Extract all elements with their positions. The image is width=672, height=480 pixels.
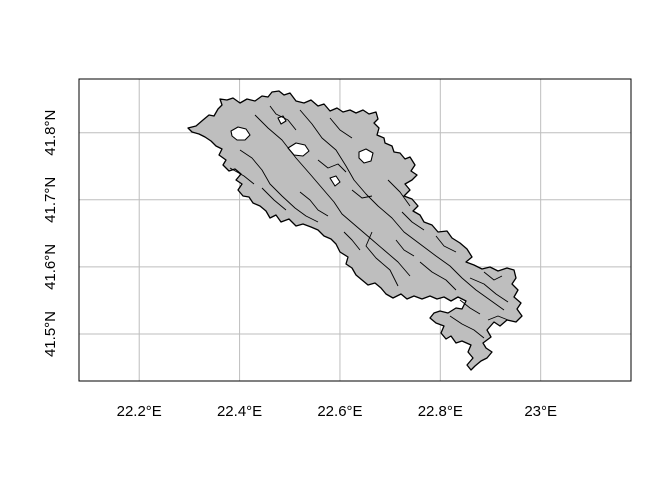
x-tick-label: 22.6°E [317,403,362,420]
lake [230,126,251,141]
x-tick-label: 23°E [524,403,557,420]
y-tick-label: 41.6°N [42,244,59,290]
map-frame [78,78,632,382]
y-tick-label: 41.8°N [42,110,59,156]
x-tick-label: 22.8°E [418,403,463,420]
y-tick-label: 41.5°N [42,311,59,357]
inner-boundary [229,109,509,339]
x-tick-label: 22.4°E [217,403,262,420]
y-axis: 41.5°N 41.6°N 41.7°N 41.8°N [42,110,59,357]
lake [329,175,341,187]
lake [358,148,374,164]
inner-boundary [269,105,509,321]
y-tick-label: 41.7°N [42,177,59,223]
region-outline [187,90,523,371]
map-region [187,90,523,371]
x-axis: 22.2°E 22.4°E 22.6°E 22.8°E 23°E [117,403,557,420]
x-tick-label: 22.2°E [117,403,162,420]
